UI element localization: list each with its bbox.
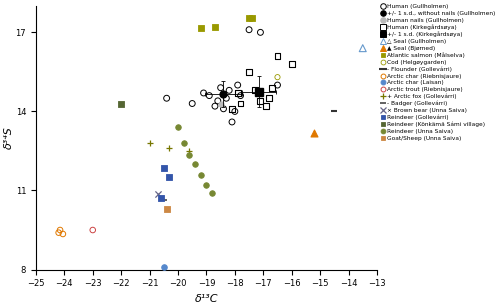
Point	[162, 96, 170, 101]
Point	[54, 230, 62, 235]
Point	[222, 96, 230, 101]
Point	[56, 228, 64, 233]
Point	[228, 106, 236, 111]
Point	[236, 93, 244, 98]
Point	[211, 25, 219, 30]
Point	[288, 62, 296, 67]
Point	[245, 27, 253, 32]
Point	[245, 69, 253, 74]
Point	[214, 99, 222, 103]
Point	[228, 120, 236, 124]
Point	[191, 162, 199, 167]
X-axis label: δ¹³C: δ¹³C	[194, 294, 218, 304]
Point	[59, 232, 67, 237]
Point	[256, 99, 264, 103]
Point	[274, 75, 281, 80]
Point	[162, 206, 170, 211]
Point	[166, 175, 173, 180]
Point	[262, 104, 270, 109]
Point	[216, 85, 224, 90]
Point	[186, 152, 194, 157]
Point	[160, 197, 168, 202]
Point	[208, 191, 216, 196]
Point	[236, 101, 244, 106]
Point	[245, 15, 253, 20]
Point	[117, 101, 125, 106]
Point	[274, 54, 281, 59]
Point	[206, 93, 214, 98]
Point	[174, 125, 182, 130]
Point	[146, 140, 154, 145]
Point	[268, 85, 276, 90]
Point	[358, 46, 366, 51]
Point	[330, 109, 338, 114]
Point	[166, 146, 173, 151]
Point	[216, 101, 224, 106]
Point	[154, 192, 162, 197]
Legend: Human (Gullholmen), +/- 1 s.d., without nails (Gullholmen), Human nails (Gullhol: Human (Gullholmen), +/- 1 s.d., without …	[380, 4, 496, 141]
Point	[231, 109, 239, 114]
Point	[220, 106, 228, 111]
Point	[234, 91, 241, 95]
Point	[234, 83, 241, 87]
Point	[310, 130, 318, 135]
Point	[196, 26, 204, 31]
Point	[88, 228, 96, 233]
Point	[157, 196, 165, 201]
Point	[248, 15, 256, 20]
Point	[225, 88, 233, 93]
Point	[160, 265, 168, 270]
Point	[250, 88, 258, 93]
Point	[180, 140, 188, 145]
Y-axis label: δ³⁴S: δ³⁴S	[4, 126, 14, 149]
Point	[274, 83, 281, 87]
Point	[202, 183, 210, 188]
Point	[256, 30, 264, 35]
Point	[186, 148, 194, 153]
Point	[211, 104, 219, 109]
Point	[196, 172, 204, 177]
Point	[160, 166, 168, 171]
Point	[200, 91, 207, 95]
Point	[188, 101, 196, 106]
Point	[265, 96, 273, 101]
